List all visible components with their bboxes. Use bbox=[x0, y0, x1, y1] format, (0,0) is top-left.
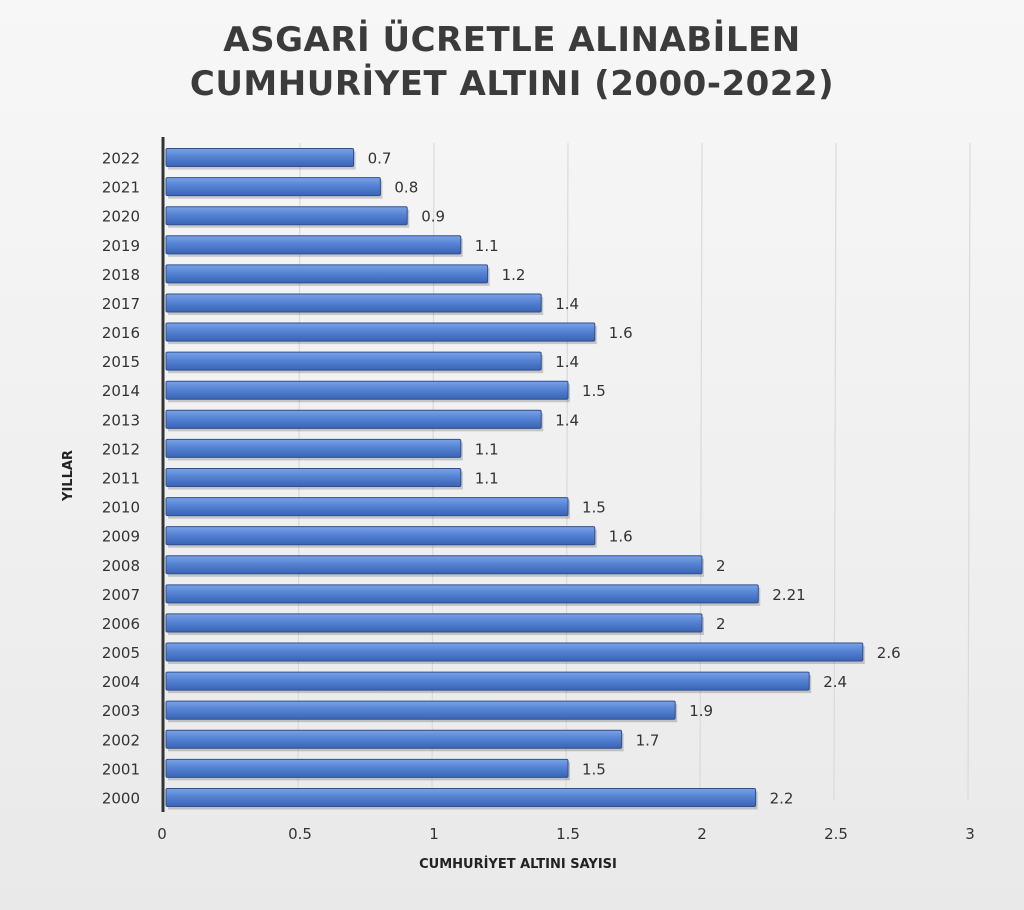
y-tick-label: 2002 bbox=[102, 731, 140, 749]
y-tick-label: 2016 bbox=[102, 324, 140, 342]
x-tick-label: 2 bbox=[697, 825, 707, 843]
y-tick-label: 2004 bbox=[102, 673, 140, 691]
data-label: 1.9 bbox=[689, 702, 713, 720]
data-label: 1.1 bbox=[475, 440, 499, 458]
bar bbox=[165, 380, 569, 400]
data-label: 1.5 bbox=[582, 499, 606, 517]
x-tick-label: 0.5 bbox=[288, 825, 312, 843]
bar bbox=[165, 555, 703, 575]
data-label: 1.6 bbox=[609, 528, 633, 546]
bar bbox=[165, 584, 759, 604]
gridline bbox=[967, 142, 971, 801]
data-label: 1.5 bbox=[582, 760, 606, 778]
bar bbox=[165, 438, 462, 458]
x-axis-title: CUMHURİYET ALTINI SAYISI bbox=[419, 856, 617, 872]
data-label: 1.4 bbox=[555, 411, 579, 429]
x-tick-label: 2.5 bbox=[824, 825, 848, 843]
y-tick-label: 2014 bbox=[102, 382, 140, 400]
chart-title-line-1: ASGARİ ÜCRETLE ALINABİLEN bbox=[223, 20, 801, 60]
bar bbox=[165, 671, 810, 691]
y-tick-label: 2000 bbox=[102, 789, 140, 807]
data-label: 0.7 bbox=[368, 150, 392, 168]
data-label: 2.4 bbox=[823, 673, 847, 691]
bar bbox=[165, 497, 569, 517]
y-tick-labels: 2022 2021 2020 2019 2018 2017 2016 2015 2014 2013… bbox=[102, 150, 140, 808]
chart-title-line-2: CUMHURİYET ALTINI (2000-2022) bbox=[189, 64, 835, 104]
bar bbox=[165, 642, 864, 662]
y-tick-label: 2018 bbox=[102, 266, 140, 284]
data-label: 1.5 bbox=[582, 382, 606, 400]
bar bbox=[165, 467, 462, 488]
data-label: 1.6 bbox=[609, 324, 633, 342]
y-tick-label: 2021 bbox=[102, 179, 140, 197]
y-tick-label: 2001 bbox=[102, 760, 140, 778]
y-axis-title: YILLAR bbox=[61, 450, 76, 502]
y-tick-label: 2009 bbox=[102, 528, 140, 546]
data-label: 1.2 bbox=[502, 266, 526, 284]
bar bbox=[165, 206, 408, 226]
bar bbox=[165, 787, 757, 807]
chart-title: ASGARİ ÜCRETLE ALINABİLEN CUMHURİYET ALT… bbox=[0, 18, 1024, 106]
bar bbox=[165, 700, 676, 720]
y-tick-label: 2011 bbox=[102, 470, 140, 488]
y-tick-label: 2008 bbox=[102, 557, 140, 575]
data-label: 0.9 bbox=[421, 208, 445, 226]
data-label: 1.1 bbox=[475, 470, 499, 488]
bar bbox=[165, 264, 489, 284]
data-label: 1.4 bbox=[555, 353, 579, 371]
gridline bbox=[833, 142, 837, 801]
y-tick-label: 2015 bbox=[102, 353, 140, 371]
y-tick-label: 2012 bbox=[102, 440, 140, 458]
bar bbox=[165, 293, 542, 313]
y-tick-label: 2019 bbox=[102, 237, 140, 255]
data-label: 2.2 bbox=[770, 789, 794, 807]
y-tick-label: 2022 bbox=[102, 150, 140, 168]
bar bbox=[165, 613, 703, 633]
data-label: 1.4 bbox=[555, 295, 579, 313]
y-tick-label: 2007 bbox=[102, 586, 140, 604]
bar bbox=[165, 177, 381, 197]
x-tick-label: 1 bbox=[429, 825, 439, 843]
bar bbox=[165, 322, 596, 342]
data-labels: 0.70.80.91.11.21.41.61.41.51.41.11.11.51… bbox=[368, 150, 901, 808]
y-tick-label: 2006 bbox=[102, 615, 140, 633]
data-label: 1.7 bbox=[636, 731, 660, 749]
x-tick-label: 3 bbox=[965, 825, 975, 843]
data-label: 2 bbox=[716, 557, 726, 575]
data-label: 0.8 bbox=[394, 179, 418, 197]
bars bbox=[165, 148, 865, 810]
y-tick-label: 2017 bbox=[102, 295, 140, 313]
y-tick-label: 2020 bbox=[102, 208, 140, 226]
bar bbox=[165, 409, 542, 429]
y-tick-label: 2010 bbox=[102, 499, 140, 517]
bar bbox=[165, 758, 569, 778]
bar bbox=[165, 526, 596, 546]
x-tick-labels: 0 0.5 1 1.5 2 2.5 3 bbox=[157, 825, 975, 843]
y-tick-label: 2005 bbox=[102, 644, 140, 662]
bar bbox=[165, 351, 542, 371]
y-tick-label: 2013 bbox=[102, 411, 140, 429]
y-tick-label: 2003 bbox=[102, 702, 140, 720]
data-label: 2.21 bbox=[772, 586, 805, 604]
data-label: 1.1 bbox=[475, 237, 499, 255]
bar bbox=[165, 148, 355, 168]
bar bbox=[165, 729, 623, 749]
x-tick-label: 1.5 bbox=[556, 825, 580, 843]
data-label: 2.6 bbox=[877, 644, 901, 662]
x-tick-label: 0 bbox=[157, 825, 167, 843]
data-label: 2 bbox=[716, 615, 726, 633]
bar bbox=[165, 235, 462, 255]
